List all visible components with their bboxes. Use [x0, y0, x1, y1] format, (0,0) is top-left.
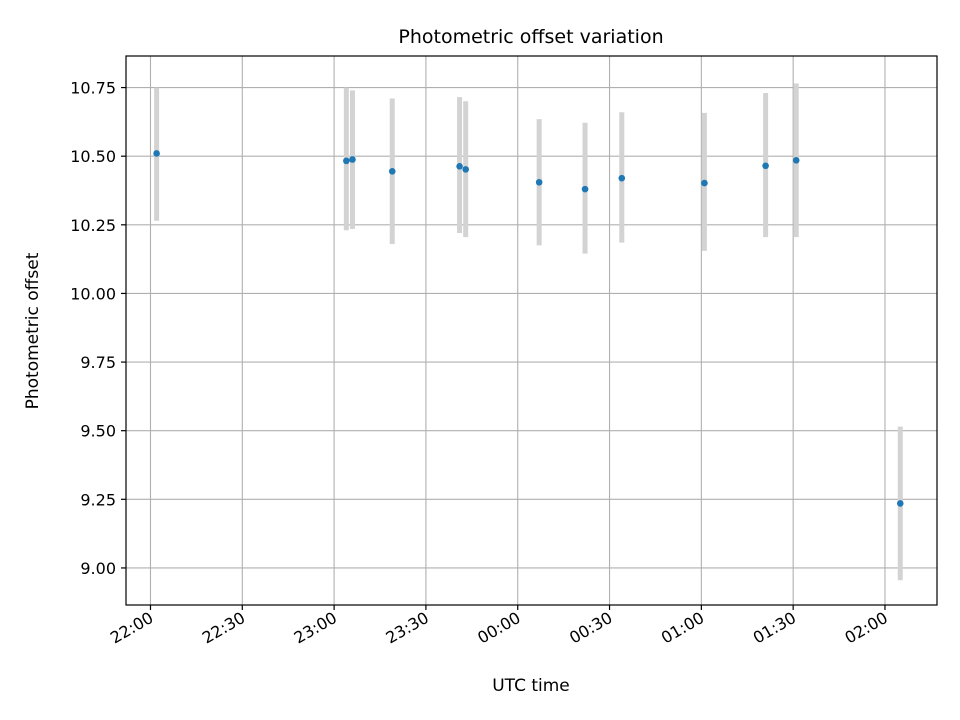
data-point [762, 162, 769, 170]
chart-title: Photometric offset variation [398, 26, 663, 48]
y-tick-label: 9.00 [80, 559, 116, 578]
data-point [535, 178, 543, 186]
data-point [701, 179, 708, 187]
y-axis-label: Photometric offset [23, 252, 43, 409]
data-point [896, 500, 904, 507]
y-tick-label: 9.50 [80, 422, 116, 441]
data-point [618, 174, 626, 182]
data-point [792, 157, 800, 164]
y-tick-label: 9.75 [80, 353, 116, 372]
y-tick-label: 10.25 [70, 216, 116, 235]
x-axis-label: UTC time [492, 676, 570, 696]
data-points [153, 150, 904, 507]
y-tick-label: 10.75 [70, 79, 116, 98]
grid [126, 56, 937, 605]
data-point [388, 167, 396, 175]
data-point [349, 156, 356, 163]
plot-frame [125, 55, 938, 606]
data-point [153, 150, 160, 157]
y-tick-label: 9.25 [80, 490, 116, 509]
data-point [343, 157, 350, 165]
data-point [456, 163, 463, 170]
data-point [462, 166, 470, 173]
data-point [581, 185, 589, 193]
y-tick-label: 10.00 [70, 284, 116, 303]
y-tick-label: 10.50 [70, 147, 116, 166]
